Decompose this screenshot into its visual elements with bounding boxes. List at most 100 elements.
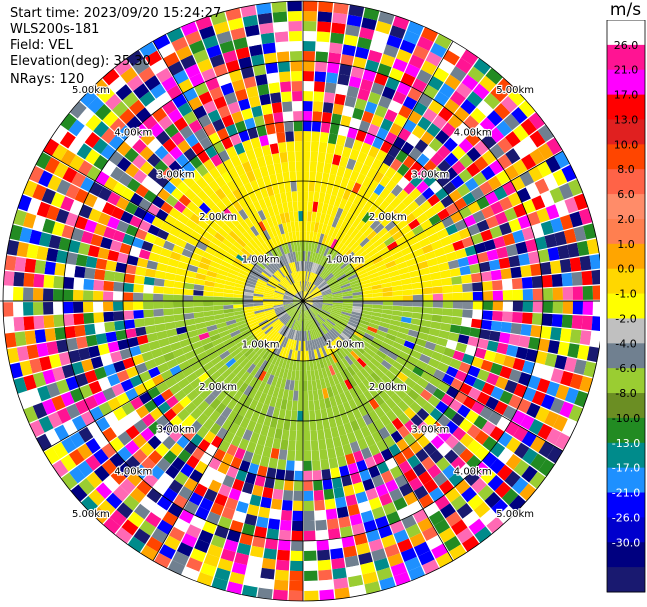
gate-cell: [401, 246, 413, 256]
gate-cell: [589, 331, 600, 347]
gate-cell: [512, 289, 523, 301]
gate-cell: [292, 91, 303, 102]
gate-cell: [165, 194, 179, 207]
gate-cell: [117, 124, 133, 141]
gate-cell: [373, 418, 385, 431]
gate-cell: [545, 156, 561, 173]
gate-cell: [379, 187, 391, 200]
gate-cell: [309, 171, 317, 182]
gate-cell: [275, 559, 290, 571]
gate-cell: [448, 189, 462, 203]
gate-cell: [222, 474, 235, 488]
gate-cell: [223, 308, 234, 314]
range-ring-label: 5.00km: [496, 85, 534, 96]
gate-cell: [73, 289, 84, 301]
gate-cell: [116, 220, 130, 233]
gate-cell: [230, 456, 243, 470]
gate-cell: [60, 149, 76, 166]
gate-cell: [352, 347, 363, 358]
gate-cell: [410, 276, 422, 284]
gate-cell: [564, 357, 577, 373]
gate-cell: [127, 337, 139, 348]
gate-cell: [520, 265, 532, 278]
gate-cell: [274, 397, 283, 409]
gate-cell: [438, 262, 450, 272]
gate-cell: [222, 354, 234, 364]
gate-cell: [470, 186, 485, 201]
gate-cell: [194, 128, 208, 142]
gate-cell: [292, 340, 297, 351]
gate-cell: [145, 511, 162, 528]
gate-cell: [178, 231, 191, 242]
gate-cell: [48, 354, 62, 369]
gate-cell: [274, 478, 285, 490]
gate-cell: [358, 197, 368, 209]
gate-cell: [276, 132, 286, 143]
gate-cell: [180, 21, 198, 37]
gate-cell: [344, 95, 357, 108]
gate-cell: [173, 69, 189, 85]
gate-cell: [233, 301, 244, 305]
gate-cell: [243, 76, 257, 89]
gate-cell: [60, 391, 75, 407]
gate-cell: [189, 169, 202, 183]
gate-cell: [378, 426, 391, 440]
gate-cell: [211, 577, 228, 591]
gate-cell: [449, 267, 461, 277]
gate-cell: [320, 121, 331, 133]
gate-cell: [500, 321, 512, 333]
gate-cell: [109, 239, 123, 252]
gate-cell: [258, 220, 267, 232]
gate-cell: [518, 100, 536, 118]
gate-cell: [262, 42, 276, 55]
gate-cell: [303, 301, 307, 311]
gate-cell: [422, 287, 433, 295]
gate-cell: [226, 272, 238, 280]
gate-cell: [359, 223, 370, 234]
gate-cell: [540, 394, 556, 410]
gate-cell: [236, 237, 247, 248]
gate-cell: [325, 319, 335, 328]
gate-cell: [69, 154, 85, 171]
gate-cell: [260, 187, 269, 199]
gate-cell: [260, 256, 270, 266]
gate-cell: [341, 263, 352, 272]
gate-cell: [324, 377, 331, 388]
gate-cell: [245, 282, 256, 289]
gate-cell: [522, 301, 533, 313]
gate-cell: [266, 374, 275, 386]
gate-cell: [467, 223, 481, 236]
gate-cell: [304, 550, 317, 561]
gate-cell: [317, 559, 332, 571]
gate-cell: [246, 504, 260, 517]
gate-cell: [193, 301, 204, 307]
gate-cell: [341, 146, 352, 159]
gate-cell: [473, 140, 489, 156]
gate-cell: [301, 271, 303, 282]
gate-cell: [318, 141, 328, 153]
gate-cell: [185, 372, 198, 384]
gate-cell: [312, 298, 323, 301]
gate-cell: [254, 330, 265, 339]
gate-cell: [214, 360, 226, 371]
gate-cell: [417, 550, 435, 566]
gate-cell: [403, 340, 416, 350]
gate-cell: [311, 273, 317, 284]
gate-cell: [73, 301, 84, 314]
gate-cell: [510, 266, 522, 279]
gate-cell: [246, 316, 257, 323]
gate-cell: [246, 241, 256, 252]
gate-cell: [391, 315, 402, 322]
gate-cell: [125, 163, 140, 178]
gate-cell: [416, 377, 429, 389]
gate-cell: [179, 395, 192, 409]
gate-cell: [241, 161, 253, 174]
gate-cell: [481, 420, 496, 436]
gate-cell: [409, 187, 422, 201]
gate-cell: [225, 276, 237, 283]
gate-cell: [538, 458, 555, 477]
gate-cell: [174, 274, 186, 283]
gate-cell: [249, 158, 260, 171]
gate-cell: [156, 519, 173, 535]
gate-cell: [289, 570, 303, 581]
